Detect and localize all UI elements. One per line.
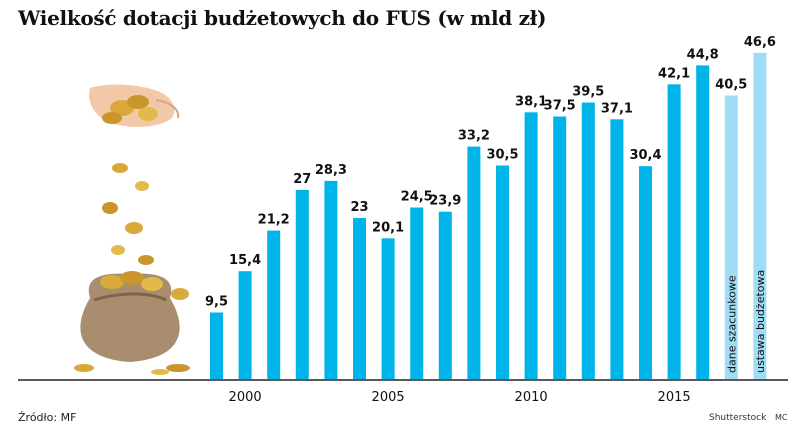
value-label-2004: 23 (350, 200, 368, 215)
bars (210, 52, 767, 380)
bar-2011 (553, 116, 567, 379)
bar-2004 (353, 218, 366, 379)
source-note: Źródło: MF (18, 411, 77, 424)
value-label-1999: 9,5 (205, 295, 228, 310)
author-initials: MC (775, 413, 788, 422)
photo-credit: Shutterstock (709, 413, 767, 423)
value-label-2013: 37,1 (601, 101, 633, 116)
value-label-2002: 27 (293, 172, 311, 187)
bar-2016 (696, 65, 710, 380)
value-label-2008: 33,2 (458, 129, 490, 144)
bar-2008 (467, 146, 481, 379)
value-label-2001: 21,2 (258, 213, 290, 228)
x-tick-2000: 2000 (229, 390, 262, 405)
value-label-2007: 23,9 (429, 194, 461, 209)
bar-note-2018: ustawa budżetowa (754, 270, 767, 373)
bar-2017 (724, 95, 738, 379)
value-label-2012: 39,5 (572, 85, 604, 100)
value-label-2006: 24,5 (401, 190, 433, 205)
value-label-2011: 37,5 (544, 99, 576, 114)
bar-2012 (581, 102, 595, 379)
x-tick-2015: 2015 (658, 390, 691, 405)
value-labels: 9,5 15,4 21,2 27 28,3 23 20,1 24,523,9 33,2 30,5 3… (205, 35, 776, 310)
bar-2000 (238, 271, 252, 379)
bar-2002 (295, 190, 309, 379)
value-label-2018: 46,6 (744, 35, 776, 50)
value-label-2010: 38,1 (515, 94, 547, 109)
bar-2006 (410, 207, 424, 379)
bar-2014 (639, 166, 652, 379)
bar-2007 (438, 211, 452, 379)
value-label-2017: 40,5 (715, 78, 747, 93)
value-label-2003: 28,3 (315, 163, 347, 178)
value-label-2014: 30,4 (629, 148, 661, 163)
bar-2005 (381, 238, 395, 379)
x-tick-labels: 2000 2005 2010 2015 (229, 390, 691, 405)
bar-2018 (753, 52, 767, 380)
bar-1999 (210, 312, 223, 379)
value-label-2015: 42,1 (658, 66, 690, 81)
coins-bag-illustration (74, 84, 190, 375)
bar-2010 (524, 112, 538, 380)
bar-2003 (324, 180, 338, 379)
x-tick-2010: 2010 (515, 390, 548, 405)
value-label-2000: 15,4 (229, 253, 261, 268)
x-tick-2005: 2005 (372, 390, 405, 405)
bar-2013 (610, 119, 624, 380)
bar-2009 (496, 165, 509, 379)
bar-2015 (667, 84, 681, 380)
bar-notes: dane szacunkowe ustawa budżetowa (725, 270, 767, 373)
bar-2001 (267, 230, 281, 379)
chart-title: Wielkość dotacji budżetowych do FUS (w m… (18, 6, 547, 30)
value-label-2009: 30,5 (486, 148, 518, 163)
value-label-2016: 44,8 (687, 47, 719, 62)
bar-note-2017: dane szacunkowe (725, 275, 738, 373)
value-label-2005: 20,1 (372, 220, 404, 235)
